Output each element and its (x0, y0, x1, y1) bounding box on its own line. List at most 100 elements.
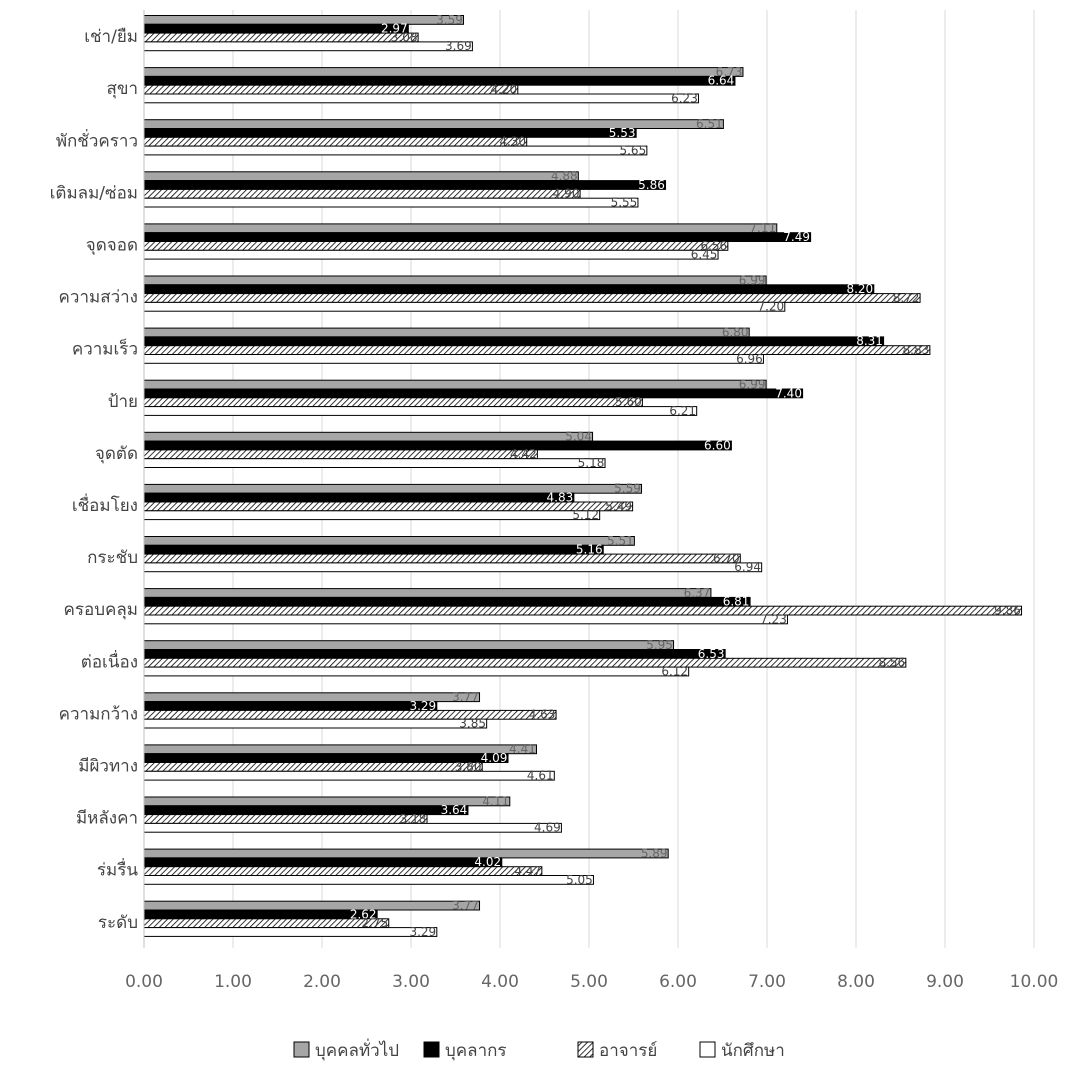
bars (144, 16, 1022, 937)
data-label: 6.51 (696, 117, 723, 131)
data-label: 4.69 (534, 821, 561, 835)
x-tick-label: 5.00 (570, 972, 608, 992)
bar-3 (144, 815, 427, 824)
data-label: 4.90 (553, 187, 580, 201)
data-label: 5.18 (578, 456, 605, 470)
data-label: 4.41 (509, 742, 536, 756)
legend: บุคคลทั่วไป บุคลากร อาจารย์ นักศึกษา (294, 1038, 785, 1061)
data-label: 6.21 (669, 404, 696, 418)
data-label: 3.29 (409, 925, 436, 939)
data-label: 5.04 (565, 430, 592, 444)
bar-4 (144, 407, 697, 416)
data-label: 6.23 (671, 91, 698, 105)
legend-item: นักศึกษา (700, 1041, 785, 1061)
x-tick-label: 7.00 (748, 972, 786, 992)
bar-2 (144, 597, 750, 606)
category-label: ความกว้าง (59, 704, 138, 724)
bar-2 (144, 702, 437, 711)
data-label: 4.83 (547, 491, 574, 505)
bar-3 (144, 33, 418, 42)
bar-2 (144, 493, 574, 502)
bar-2 (144, 76, 735, 85)
data-label: 3.64 (441, 803, 468, 817)
data-label: 7.40 (775, 386, 802, 400)
data-label: 6.45 (691, 248, 718, 262)
bar-4 (144, 42, 472, 51)
data-label: 5.60 (615, 395, 642, 409)
bar-2 (144, 441, 731, 450)
data-label: 3.77 (452, 690, 479, 704)
category-label: จุดจอด (86, 235, 138, 255)
x-tick-label: 0.00 (125, 972, 163, 992)
bar-4 (144, 250, 718, 259)
data-label: 4.42 (510, 447, 537, 461)
data-label: 5.55 (611, 196, 638, 210)
x-tick-label: 1.00 (214, 972, 252, 992)
bar-3 (144, 242, 728, 251)
legend-swatch (700, 1042, 715, 1057)
bar-4 (144, 511, 600, 520)
category-label: สุขา (106, 79, 138, 99)
bar-3 (144, 294, 920, 303)
bar-3 (144, 450, 537, 459)
legend-label: อาจารย์ (599, 1041, 657, 1061)
category-label: เติมลม/ซ่อม (50, 183, 138, 203)
legend-label: บุคลากร (445, 1041, 507, 1061)
bar-4 (144, 928, 437, 937)
data-label: 5.65 (619, 143, 646, 157)
data-label: 7.49 (783, 230, 810, 244)
data-label: 7.20 (757, 300, 784, 314)
bar-2 (144, 389, 803, 398)
data-label: 6.99 (739, 273, 766, 287)
data-label: 4.47 (514, 864, 541, 878)
data-label: 7.11 (749, 221, 776, 235)
data-label: 6.12 (661, 664, 688, 678)
bar-1 (144, 849, 668, 858)
bar-1 (144, 589, 711, 598)
bar-4 (144, 355, 763, 364)
x-tick-label: 8.00 (837, 972, 875, 992)
bar-2 (144, 24, 408, 33)
data-label: 4.63 (529, 708, 556, 722)
data-label: 6.99 (739, 378, 766, 392)
data-label: 3.59 (436, 13, 463, 27)
category-label: ร่มรื่น (97, 858, 138, 881)
data-label: 5.53 (609, 126, 636, 140)
bar-1 (144, 537, 634, 546)
category-label: พักชั่วคราว (56, 128, 138, 151)
bar-4 (144, 823, 561, 832)
bar-1 (144, 276, 766, 285)
data-label: 4.20 (490, 83, 517, 97)
data-label: 5.16 (576, 543, 603, 557)
bar-3 (144, 189, 580, 198)
bar-1 (144, 641, 674, 650)
bar-1 (144, 120, 723, 129)
data-label: 3.80 (455, 760, 482, 774)
data-label: 6.64 (708, 74, 735, 88)
bar-3 (144, 710, 556, 719)
legend-swatch (294, 1042, 309, 1057)
legend-swatch (424, 1042, 439, 1057)
data-label: 9.86 (994, 604, 1021, 618)
data-label: 5.86 (638, 178, 665, 192)
category-label: ความเร็ว (72, 338, 138, 360)
bar-3 (144, 763, 482, 772)
bar-2 (144, 650, 725, 659)
x-tick-label: 10.00 (1010, 972, 1059, 992)
data-label: 3.69 (445, 39, 472, 53)
x-tick-label: 2.00 (303, 972, 341, 992)
data-label: 6.94 (734, 560, 761, 574)
data-label: 3.85 (459, 717, 486, 731)
bar-3 (144, 554, 740, 563)
data-label: 5.59 (614, 482, 641, 496)
data-label: 8.20 (846, 282, 873, 296)
data-label: 3.77 (452, 899, 479, 913)
data-label: 5.95 (646, 638, 673, 652)
data-label: 5.12 (572, 508, 599, 522)
data-label: 6.60 (704, 438, 731, 452)
data-label: 5.89 (641, 846, 668, 860)
data-label: 4.61 (527, 769, 554, 783)
data-label: 4.30 (499, 135, 526, 149)
legend-swatch (578, 1042, 593, 1057)
